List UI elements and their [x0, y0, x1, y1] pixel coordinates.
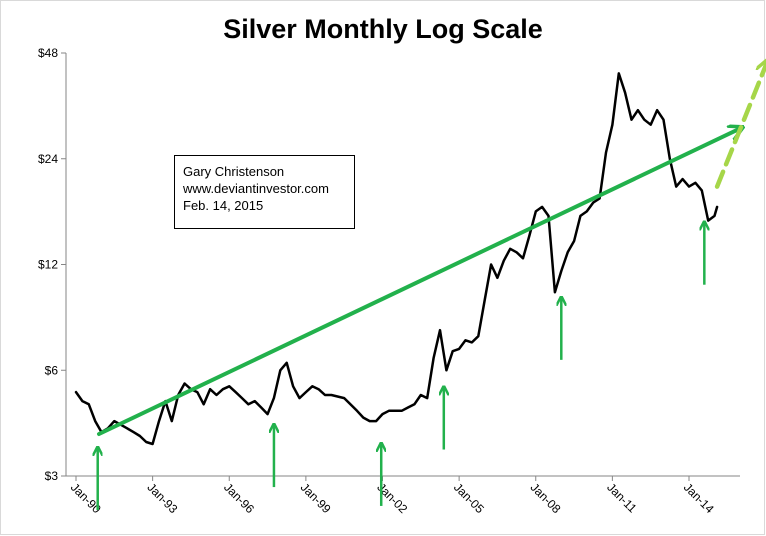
- y-tick-label: $48: [38, 46, 58, 60]
- x-tick-label: Jan-11: [604, 480, 639, 515]
- y-tick-label: $12: [38, 258, 58, 272]
- marker-layer: [98, 223, 705, 511]
- y-tick-label: $24: [38, 152, 58, 166]
- x-tick-label: Jan-08: [528, 480, 564, 516]
- x-tick-label: Jan-96: [221, 480, 257, 516]
- x-tick-label: Jan-99: [298, 480, 334, 516]
- x-tick-label: Jan-05: [451, 480, 487, 516]
- series-layer: [74, 60, 766, 446]
- silver-price-line: [74, 72, 719, 446]
- x-tick-label: Jan-02: [374, 480, 410, 516]
- y-tick-label: $3: [45, 469, 59, 483]
- annotation-box: Gary Christenson www.deviantinvestor.com…: [174, 155, 355, 229]
- chart-title: Silver Monthly Log Scale: [223, 14, 543, 44]
- x-tick-label: Jan-93: [145, 480, 181, 516]
- annotation-website: www.deviantinvestor.com: [183, 181, 329, 196]
- projection-arrow: [714, 60, 766, 189]
- trend-arrow: [97, 127, 743, 436]
- annotation-author: Gary Christenson: [183, 164, 285, 179]
- annotation-date: Feb. 14, 2015: [183, 198, 264, 213]
- x-tick-label: Jan-14: [681, 480, 717, 516]
- y-tick-label: $6: [45, 363, 59, 377]
